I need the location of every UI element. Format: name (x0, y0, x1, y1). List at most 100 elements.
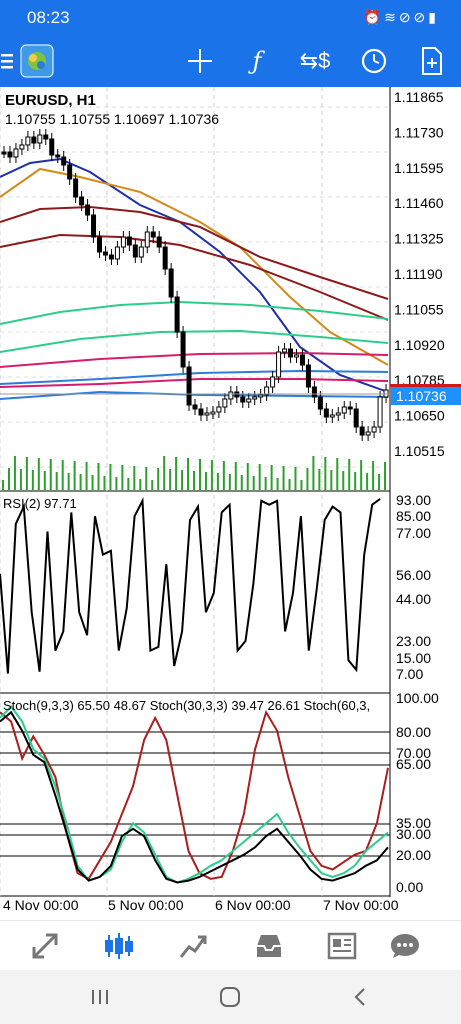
chart-canvas[interactable]: 1.11865 1.11730 1.11595 1.11460 1.11325 1.111… (0, 87, 461, 920)
candle-body (37, 134, 43, 144)
candle-body (79, 196, 85, 206)
candle-body (43, 134, 49, 140)
volume-bar (354, 472, 357, 490)
chart-grid (0, 87, 391, 897)
indicator-f-icon[interactable]: ƒ (252, 47, 262, 75)
candle-body (19, 144, 25, 150)
volume-bar (85, 462, 88, 490)
alarm-icon: ⏰ (363, 9, 385, 25)
candle-body (216, 406, 222, 413)
chart-area[interactable]: 1.11865 1.11730 1.11595 1.11460 1.11325 1.111… (0, 87, 461, 920)
volume-bar (121, 465, 124, 490)
ma-lightblue-line-2 (0, 390, 389, 400)
time-label: 4 Nov 00:00 (3, 897, 79, 913)
candle-body (222, 398, 228, 408)
crosshair-icon[interactable] (183, 44, 217, 78)
candle-body (55, 154, 61, 158)
stoch-green-line (0, 705, 389, 884)
volume-bar (246, 463, 249, 490)
trade-arrows-icon[interactable] (25, 929, 65, 963)
volume-bar (181, 470, 184, 490)
volume-bar (139, 479, 142, 490)
price-label: 1.11460 (394, 195, 444, 211)
stoch-label: 100.00 (396, 690, 439, 706)
rsi-panel (0, 497, 381, 674)
volume-bar (163, 456, 166, 490)
candle-body (353, 408, 359, 428)
candle-body (264, 386, 270, 396)
candle-body (377, 396, 383, 428)
volume-bar (300, 480, 303, 490)
menu-icon[interactable] (0, 44, 16, 78)
recent-apps-icon[interactable] (80, 982, 120, 1012)
volume-bar (103, 476, 106, 490)
time-label: 5 Nov 00:00 (108, 897, 184, 913)
rsi-label: 56.00 (396, 567, 431, 583)
volume-bar (210, 460, 213, 490)
volume-bar (204, 472, 207, 490)
candle-body (270, 376, 276, 388)
clock-icon[interactable] (357, 44, 391, 78)
stoch-label: 65.00 (396, 756, 431, 772)
volume-bar (61, 460, 64, 490)
volume-bar (109, 464, 112, 490)
volume-bar (276, 478, 279, 490)
no-disturb-icon: ⊘ (398, 9, 414, 25)
volume-bar (282, 466, 285, 490)
volume-bar (270, 465, 273, 490)
volume-bar (79, 474, 82, 490)
inbox-icon[interactable] (249, 929, 289, 963)
volume-bar (288, 479, 291, 490)
volume-bar (37, 458, 40, 490)
candle-body (114, 246, 120, 260)
candle-body (371, 426, 377, 433)
price-marker (390, 384, 461, 387)
candle-body (276, 351, 282, 378)
volume-bar (73, 461, 76, 490)
ma-darkred-line (0, 205, 389, 300)
stoch-label: 35.00 (396, 815, 431, 831)
volume-bar (115, 477, 118, 490)
candle-body (31, 136, 37, 144)
volume-bar (258, 464, 261, 490)
app-logo-icon[interactable] (19, 44, 55, 78)
bottom-nav (0, 920, 461, 971)
volume-bar (294, 467, 297, 490)
candle-body (311, 386, 317, 398)
back-icon[interactable] (340, 982, 380, 1012)
candle-body (138, 246, 144, 258)
home-icon[interactable] (210, 982, 250, 1012)
blocked-icon: ⊘ (413, 9, 429, 25)
ma-pink-line (0, 351, 389, 368)
battery-icon: ▮ (428, 9, 439, 25)
candle-body (97, 236, 103, 253)
volume-bar (342, 471, 345, 490)
stoch-label: 30.00 (396, 826, 431, 842)
wifi-icon: ≋ (384, 9, 399, 25)
ma-green-line-2 (0, 329, 389, 353)
chart-symbol: EURUSD, H1 (5, 92, 96, 109)
volume-bar (216, 473, 219, 490)
candle-body (305, 364, 311, 388)
symbol-icon[interactable]: ⇆$ (299, 48, 331, 73)
volume-bar (49, 459, 52, 490)
candle-body (91, 214, 97, 238)
chat-icon[interactable] (385, 929, 425, 963)
chart-line-icon[interactable] (174, 929, 214, 963)
rsi-label: 44.00 (396, 591, 431, 607)
candle-body (252, 396, 258, 400)
candles-icon[interactable] (99, 929, 139, 963)
candle-body (102, 251, 108, 256)
candle-body (126, 236, 132, 246)
volume-bar (348, 459, 351, 490)
rsi-line (0, 497, 381, 674)
candle-body (25, 136, 31, 146)
volume-bar (228, 474, 231, 490)
add-document-icon[interactable] (417, 44, 447, 78)
current-price-label: 1.10736 (396, 388, 447, 404)
candle-body (150, 231, 156, 238)
candle-body (162, 246, 168, 270)
candle-body (174, 296, 180, 333)
news-icon[interactable] (322, 929, 362, 963)
volume-bar (55, 472, 58, 490)
